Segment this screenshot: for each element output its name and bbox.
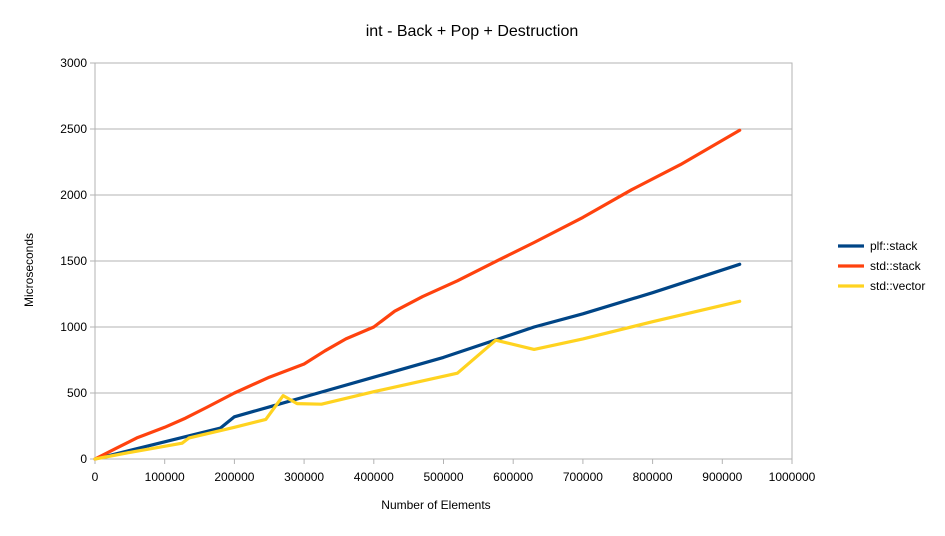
legend-label: plf::stack <box>870 239 918 253</box>
series-line-plf-stack <box>93 262 742 461</box>
x-tick-label: 600000 <box>493 470 533 484</box>
x-tick-label: 900000 <box>702 470 742 484</box>
y-tick-label: 1000 <box>60 320 87 334</box>
y-tick-label: 3000 <box>60 56 87 70</box>
x-tick-label: 800000 <box>633 470 673 484</box>
y-tick-label: 500 <box>67 386 87 400</box>
x-tick-label: 300000 <box>284 470 324 484</box>
x-tick-label: 1000000 <box>769 470 816 484</box>
x-tick-label: 100000 <box>145 470 185 484</box>
series-line-std-vector <box>93 299 742 461</box>
series-lines <box>93 128 742 461</box>
x-axis-ticks: 0 100000 200000 300000 400000 500000 600000 700… <box>92 459 816 484</box>
x-tick-label: 700000 <box>563 470 603 484</box>
legend-label: std::vector <box>870 279 925 293</box>
y-tick-label: 2000 <box>60 188 87 202</box>
x-tick-label: 400000 <box>354 470 394 484</box>
y-tick-label: 1500 <box>60 254 87 268</box>
legend-label: std::stack <box>870 259 922 273</box>
y-tick-label: 2500 <box>60 122 87 136</box>
y-axis-title: Microseconds <box>22 233 36 307</box>
x-tick-label: 500000 <box>423 470 463 484</box>
series-line-std-stack <box>93 128 742 461</box>
grid-lines <box>95 62 792 460</box>
x-tick-label: 200000 <box>214 470 254 484</box>
y-tick-label: 0 <box>80 452 87 466</box>
y-axis-ticks: 0 500 1000 1500 2000 2500 3000 <box>60 56 95 466</box>
x-tick-label: 0 <box>92 470 99 484</box>
x-axis-title: Number of Elements <box>381 498 490 512</box>
chart-title: int - Back + Pop + Destruction <box>366 23 579 40</box>
